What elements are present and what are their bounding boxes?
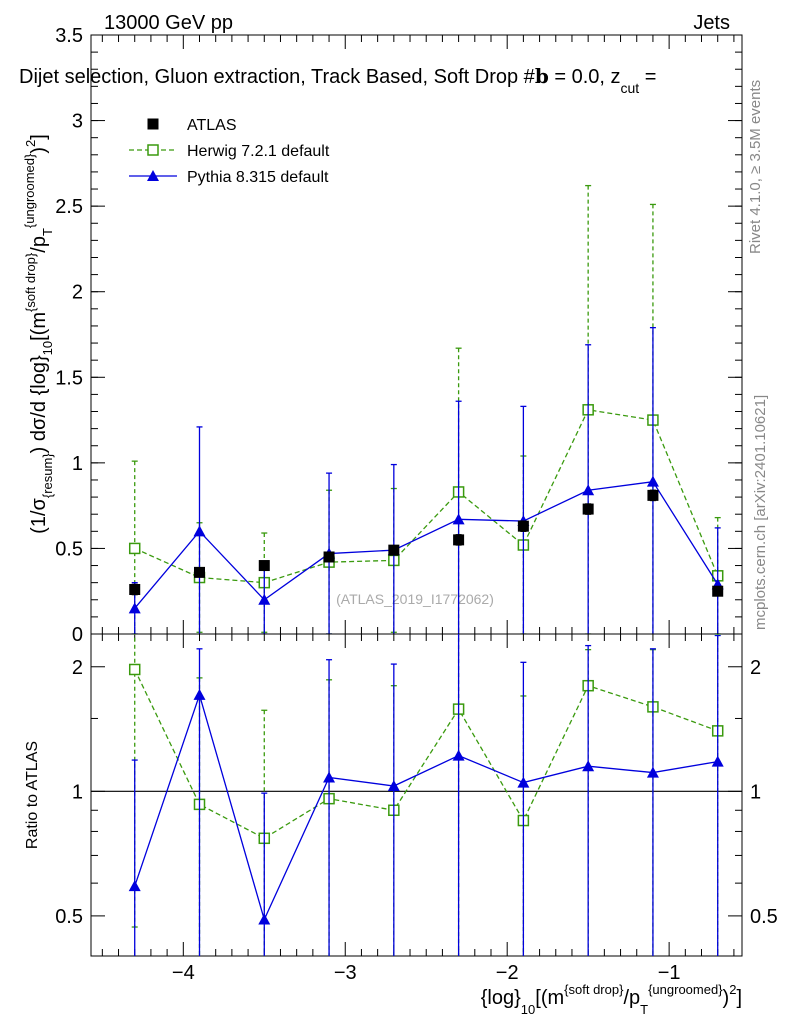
ratio-point-pythia	[128, 880, 141, 892]
ratio-errorbar-pythia	[520, 661, 527, 956]
main-ytick-label: 1.5	[55, 367, 83, 389]
ratio-data-layer	[128, 634, 724, 956]
main-point-atlas	[258, 560, 270, 572]
ratio-point-pythia	[387, 780, 400, 792]
legend-entry-atlas: ATLAS	[147, 117, 237, 134]
ratio-plot-frame	[90, 633, 743, 957]
main-point-atlas	[388, 544, 400, 556]
main-ytick-label: 0.5	[55, 538, 83, 560]
header-left: 13000 GeV pp	[104, 12, 233, 34]
main-axes: 0 0.5 1 1.5 2 2.5 3 3.5	[55, 25, 742, 646]
main-series-herwig	[128, 184, 724, 634]
main-point-pythia	[452, 513, 465, 525]
main-y-axis-label: (1/σ{resum}) dσ/d {log}10[(m{soft drop}/…	[22, 134, 55, 534]
ratio-point-pythia	[193, 688, 206, 700]
main-point-atlas	[647, 489, 659, 501]
main-ytick-label: 3.5	[55, 25, 83, 47]
ratio-ytick-label: 1	[72, 781, 83, 803]
rivet-label: Rivet 4.1.0, ≥ 3.5M events	[747, 80, 764, 254]
main-point-atlas	[582, 503, 594, 515]
ratio-axes: −4 −3 −2 −1 0.5 0.5 1 1 2 2	[55, 634, 778, 984]
main-point-pythia	[258, 593, 271, 605]
ratio-point-pythia	[452, 749, 465, 761]
ratio-line-pythia	[134, 692, 718, 922]
main-ytick-label: 0	[72, 624, 83, 646]
ratio-ytick-label: 2	[72, 657, 83, 679]
main-ytick-label: 1	[72, 453, 83, 475]
ratio-xtick-label: −1	[658, 962, 681, 984]
main-series-atlas	[129, 489, 724, 597]
ratio-errorbar-pythia	[326, 659, 333, 956]
legend: ATLAS Herwig 7.2.1 default Pythia 8.315 de…	[129, 117, 330, 186]
legend-marker-atlas	[147, 118, 159, 130]
main-point-herwig	[128, 542, 141, 555]
main-plot-panel: 0 0.5 1 1.5 2 2.5 3 3.5 (ATLAS_2019_I1772062) (…	[22, 25, 743, 646]
main-line-pythia	[134, 480, 719, 609]
ratio-errorbar-pythia	[196, 648, 203, 956]
mcplots-label: mcplots.cern.ch [arXiv:2401.10621]	[752, 395, 769, 630]
ratio-xtick-label: −4	[172, 962, 195, 984]
main-ytick-label: 2.5	[55, 196, 83, 218]
analysis-watermark: (ATLAS_2019_I1772062)	[336, 591, 494, 607]
main-point-pythia	[582, 484, 595, 496]
main-point-atlas	[517, 520, 529, 532]
main-point-atlas	[323, 551, 335, 563]
ratio-point-pythia	[646, 766, 659, 778]
ratio-point-pythia	[323, 771, 336, 783]
main-data-layer	[128, 184, 724, 634]
main-ytick-label: 2	[72, 282, 83, 304]
ratio-errorbar-pythia	[649, 648, 656, 956]
ratio-line-herwig	[134, 669, 718, 840]
ratio-ytick-label-right: 0.5	[750, 906, 778, 928]
ratio-y-axis-label: Ratio to ATLAS	[24, 741, 41, 849]
header-right: Jets	[693, 12, 730, 34]
legend-marker-herwig	[147, 144, 159, 156]
legend-label-pythia: Pythia 8.315 default	[187, 169, 329, 186]
ratio-ytick-label-right: 2	[750, 657, 761, 679]
main-point-atlas	[712, 585, 724, 597]
main-point-atlas	[129, 584, 141, 596]
main-point-atlas	[194, 566, 205, 578]
ratio-xtick-label: −2	[496, 962, 519, 984]
legend-entry-herwig: Herwig 7.2.1 default	[129, 143, 330, 160]
ratio-errorbar-pythia	[390, 663, 397, 956]
ratio-errorbar-pythia	[261, 792, 268, 956]
legend-marker-pythia	[147, 170, 159, 181]
plot-subtitle: Dijet selection, Gluon extraction, Track…	[19, 64, 656, 96]
main-line-herwig	[134, 409, 719, 584]
ratio-point-pythia	[517, 776, 530, 788]
ratio-point-pythia	[711, 755, 724, 767]
ratio-point-herwig	[128, 663, 141, 676]
ratio-errorbar-pythia	[457, 634, 460, 956]
legend-label-herwig: Herwig 7.2.1 default	[187, 143, 330, 160]
ratio-errorbar-pythia	[585, 644, 592, 956]
ratio-plot-panel: −4 −3 −2 −1 0.5 0.5 1 1 2 2 Ratio to ATLAS {log}1…	[24, 633, 778, 1017]
main-point-pythia	[193, 525, 206, 537]
ratio-ytick-label-right: 1	[750, 781, 761, 803]
main-point-pythia	[128, 602, 141, 614]
ratio-series-pythia	[128, 634, 724, 956]
ratio-errorbar-pythia	[714, 634, 721, 956]
main-ytick-label: 3	[72, 111, 83, 133]
legend-label-atlas: ATLAS	[187, 117, 237, 134]
ratio-xtick-label: −3	[334, 962, 357, 984]
main-point-pythia	[646, 475, 659, 487]
ratio-point-pythia	[258, 913, 271, 925]
ratio-point-pythia	[582, 760, 595, 772]
ratio-ytick-label: 0.5	[55, 906, 83, 928]
x-axis-label: {log}10[(m{soft drop}/pT{ungroomed})2]	[481, 982, 742, 1017]
main-point-atlas	[453, 534, 465, 546]
legend-entry-pythia: Pythia 8.315 default	[129, 169, 329, 186]
